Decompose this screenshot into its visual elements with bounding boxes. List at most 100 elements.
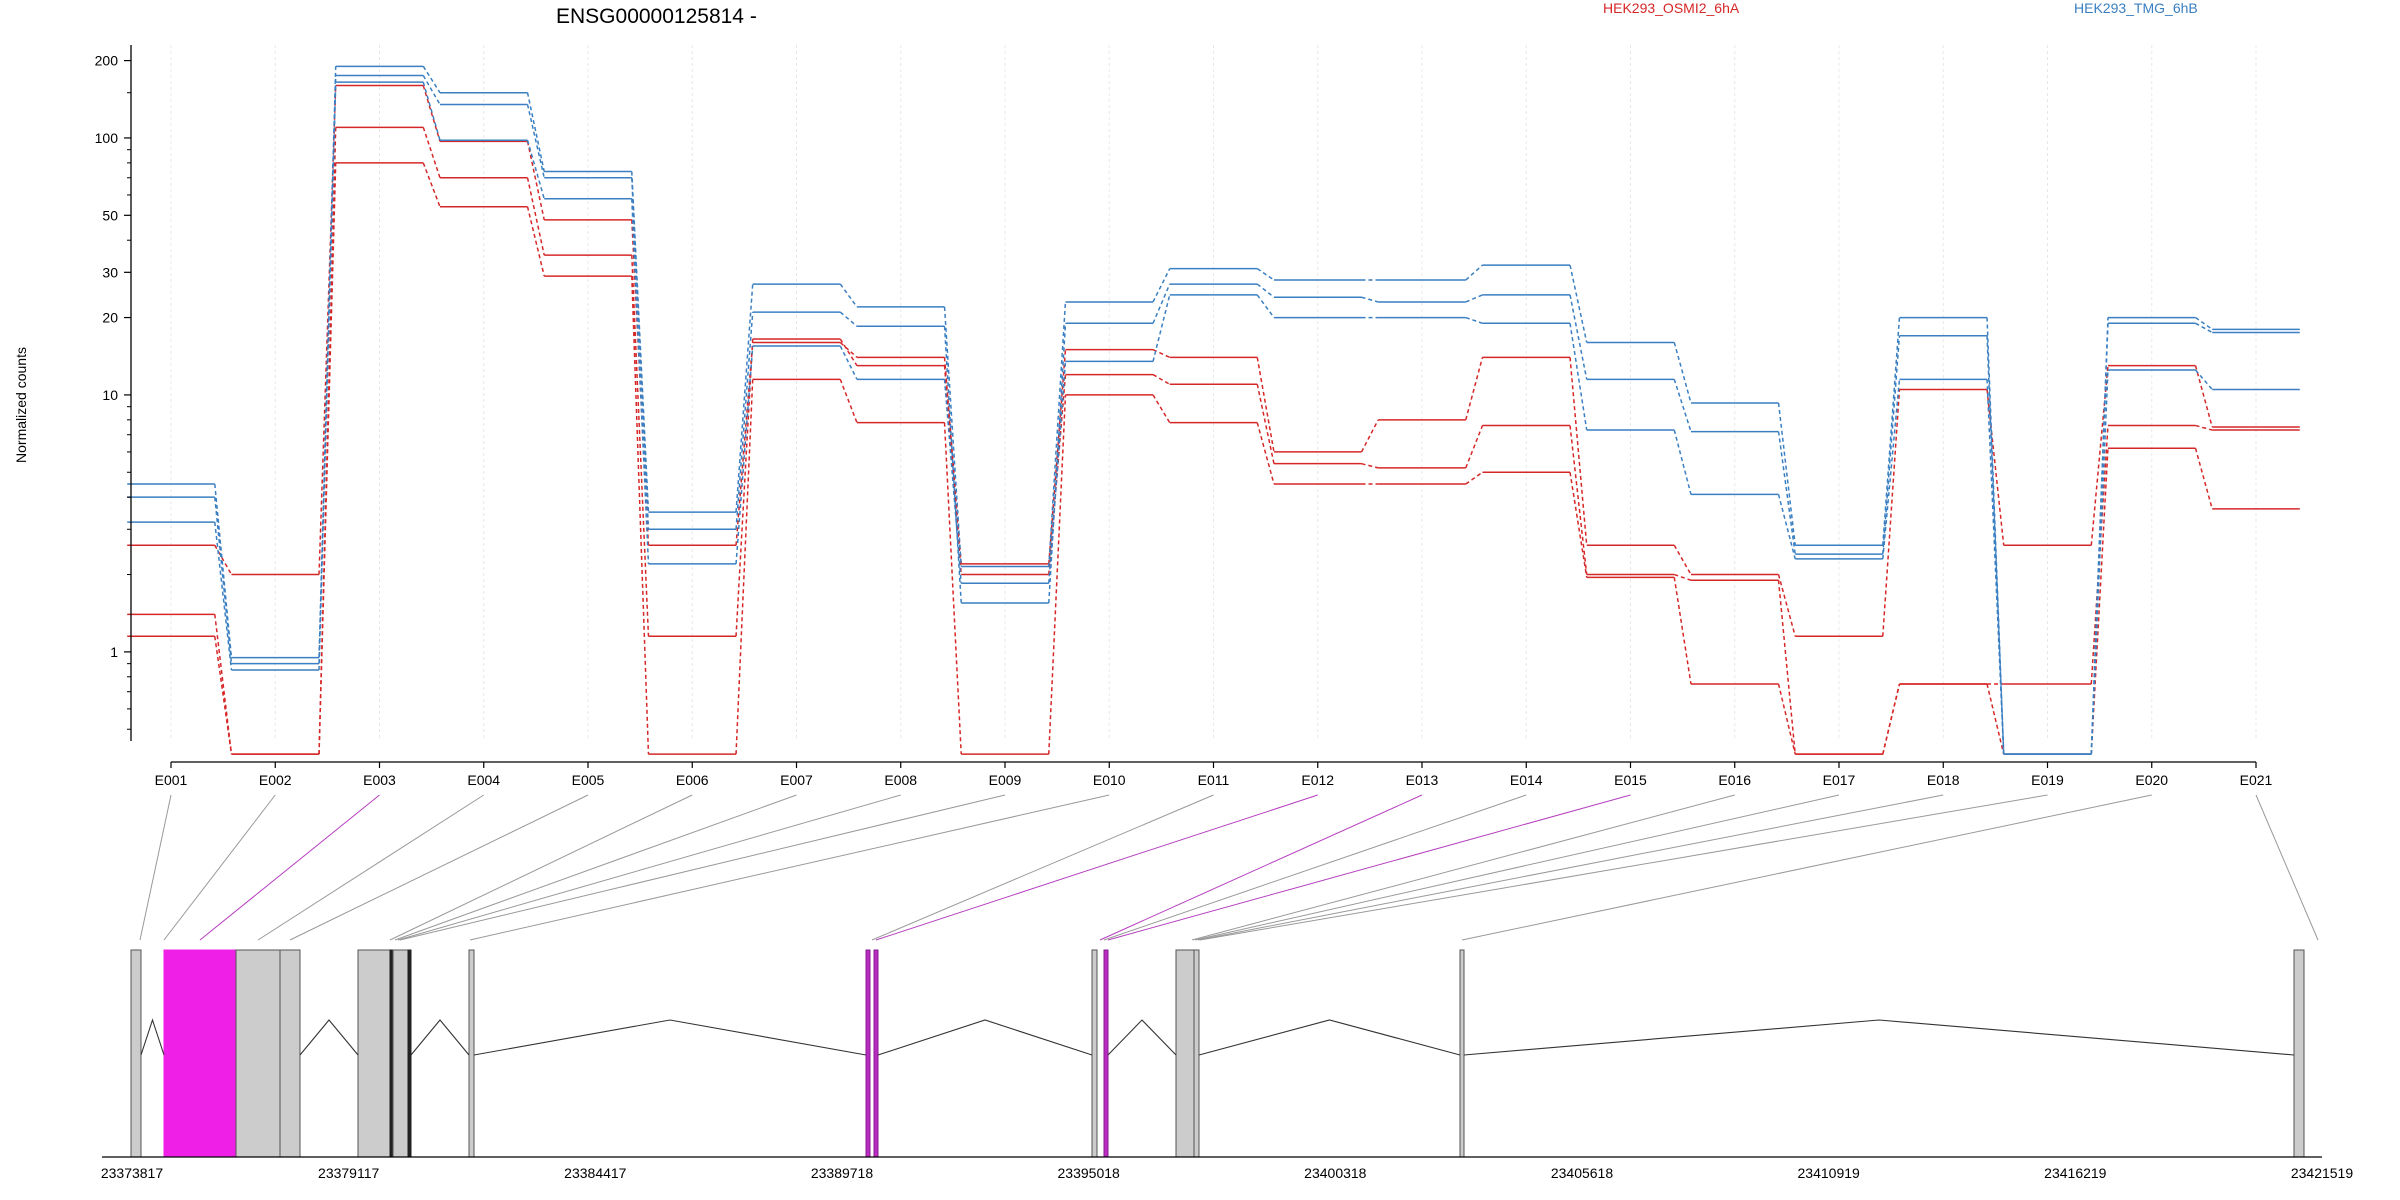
y-tick-label: 200 xyxy=(95,53,119,69)
exon-link-line xyxy=(163,794,276,941)
series-connector xyxy=(1465,425,1484,469)
series-connector xyxy=(318,75,337,664)
exon-box xyxy=(865,949,871,1158)
intron-line xyxy=(473,1019,867,1056)
series-connector xyxy=(735,379,754,755)
grid-lines xyxy=(170,45,2257,741)
series-connector xyxy=(1986,683,2005,755)
series-connector xyxy=(1256,422,1275,485)
series-connector xyxy=(1152,268,1171,303)
series-connector xyxy=(526,140,545,199)
exon-link-line xyxy=(397,794,901,941)
exon-link-line xyxy=(1461,794,2152,941)
series-connector xyxy=(1048,361,1067,584)
series-connector xyxy=(1048,301,1067,567)
x-tick-label: E007 xyxy=(780,772,813,788)
series-connector xyxy=(1673,544,1692,575)
series-connector xyxy=(1673,577,1692,685)
coordinate-label: 23395018 xyxy=(1058,1165,1121,1181)
series-connector xyxy=(1569,264,1588,343)
exon-box xyxy=(2293,949,2305,1158)
y-tick-label: 10 xyxy=(102,387,118,403)
x-tick-label: E006 xyxy=(676,772,709,788)
exon-box xyxy=(873,949,879,1158)
series-connector xyxy=(1777,431,1796,555)
coordinate-label: 23379117 xyxy=(318,1165,379,1181)
series-connector xyxy=(735,284,754,513)
exon-to-gene-links xyxy=(139,794,2319,941)
x-tick-label: E005 xyxy=(572,772,605,788)
x-tick-label: E001 xyxy=(155,772,188,788)
series-connector xyxy=(1465,357,1484,421)
y-tick-label: 100 xyxy=(95,130,119,146)
x-tick-label: E019 xyxy=(2031,772,2064,788)
exon-link-line xyxy=(1107,794,1631,941)
x-tick-label: E020 xyxy=(2135,772,2168,788)
series-connector xyxy=(943,306,962,567)
series-connector xyxy=(1048,394,1067,755)
exon-link-line xyxy=(469,794,1110,941)
x-tick-label: E004 xyxy=(467,772,500,788)
exon-box xyxy=(235,949,281,1158)
series-connector xyxy=(1882,683,1901,755)
exon-box xyxy=(1193,949,1200,1158)
exon-link-line xyxy=(399,794,1006,941)
coordinate-label: 23400318 xyxy=(1304,1165,1367,1181)
x-tick-label: E021 xyxy=(2240,772,2273,788)
intron-line xyxy=(410,1019,470,1056)
y-axis-label: Normalized counts xyxy=(13,347,29,463)
legend-osmi: HEK293_OSMI2_6hA xyxy=(1603,0,1740,16)
series-connector xyxy=(631,276,650,755)
y-tick-label: 1 xyxy=(110,644,118,660)
series-connector xyxy=(1569,425,1588,575)
series-connector xyxy=(1152,294,1171,362)
y-tick-label: 30 xyxy=(102,264,118,280)
series-connector xyxy=(526,92,545,172)
series-tmg xyxy=(127,65,2300,755)
series-connector xyxy=(1673,379,1692,432)
series-osmi xyxy=(127,84,2300,638)
series-connector xyxy=(943,379,962,584)
exon-box xyxy=(1175,949,1195,1158)
series-connector xyxy=(1986,389,2005,546)
series-connector xyxy=(1674,573,1692,581)
series-connector xyxy=(1361,296,1379,303)
exon-box xyxy=(1091,949,1098,1158)
exon-link-line xyxy=(1197,794,1944,941)
intron-line xyxy=(1107,1019,1177,1056)
series-connector xyxy=(1986,379,2005,755)
series-connector xyxy=(839,283,858,308)
series-connector xyxy=(839,338,858,367)
exon-box xyxy=(1103,949,1109,1158)
x-tick-label: E011 xyxy=(1198,772,1230,788)
series-connector xyxy=(839,311,858,327)
exon-box xyxy=(468,949,475,1158)
exon-box xyxy=(407,949,412,1158)
series-connector xyxy=(1569,357,1588,546)
series-connector xyxy=(943,422,962,755)
series-connector xyxy=(2195,424,2213,431)
series-connector xyxy=(214,614,233,755)
series-connector xyxy=(1256,268,1275,281)
exon-link-line xyxy=(199,794,380,941)
x-tick-label: E013 xyxy=(1406,772,1439,788)
intron-line xyxy=(140,1018,165,1056)
x-tick-label: E003 xyxy=(363,772,396,788)
series-connector xyxy=(422,85,441,142)
x-tick-label: E012 xyxy=(1301,772,1334,788)
series-connector xyxy=(2195,316,2213,330)
intron-line xyxy=(1198,1019,1461,1056)
exon-link-line xyxy=(1099,794,1423,941)
series-connector xyxy=(526,177,545,256)
series-connector xyxy=(631,198,650,564)
x-tick-label: E016 xyxy=(1718,772,1751,788)
series-connector xyxy=(839,345,858,380)
series-connector xyxy=(1152,373,1171,385)
series-connector xyxy=(1152,283,1171,324)
series-connector xyxy=(214,483,233,658)
series-connector xyxy=(943,365,962,575)
series-connector xyxy=(1777,574,1796,637)
exon-link-line xyxy=(394,794,797,941)
series-connector xyxy=(1465,316,1483,324)
series-connector xyxy=(214,636,233,755)
